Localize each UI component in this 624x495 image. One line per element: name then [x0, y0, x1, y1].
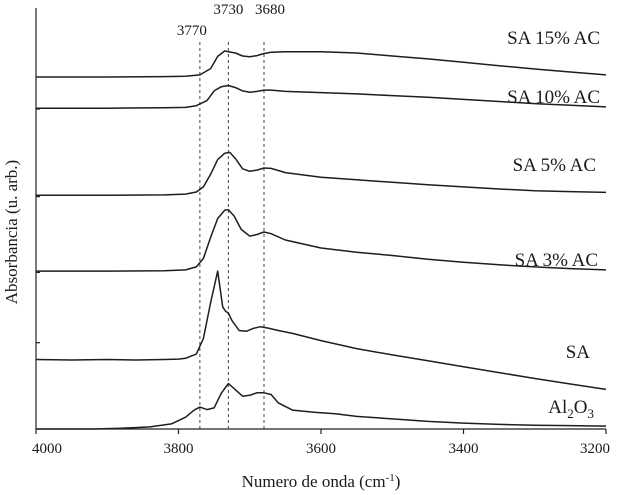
reference-lines: 3770 3730 3680 [177, 2, 285, 429]
spectrum-line [36, 208, 607, 272]
x-tick-label: 3600 [306, 441, 336, 457]
x-axis-title-superscript: -1 [386, 472, 395, 484]
series-label: SA 3% AC [515, 250, 598, 271]
x-tick-label: 4000 [32, 441, 62, 457]
series-label-part: O [574, 397, 588, 418]
reference-line-label: 3770 [177, 23, 207, 39]
axes [35, 8, 606, 430]
x-tick-label: 3800 [164, 441, 194, 457]
x-tick-label: 3200 [580, 441, 610, 457]
x-axis-ticks: 4000 3800 3600 3400 3200 [32, 429, 610, 457]
series-label: SA 5% AC [513, 155, 596, 176]
x-axis-title: Numero de onda (cm-1) [242, 472, 401, 491]
series-label: SA 10% AC [507, 87, 600, 108]
series-label: Al2O3 [548, 397, 594, 421]
reference-line-label: 3680 [255, 2, 285, 18]
x-tick-label: 3400 [449, 441, 479, 457]
y-axis-title: Absorbancia (u. arb.) [2, 160, 21, 304]
series-label: SA [566, 342, 591, 363]
spectrum-line [35, 270, 607, 391]
spectrum-line [36, 382, 607, 430]
spectrum-line [36, 50, 607, 78]
series-label: SA 15% AC [507, 28, 600, 49]
series-labels: SA 15% AC SA 10% AC SA 5% AC SA 3% AC SA Al2O… [507, 28, 600, 421]
spectra-series [35, 50, 607, 430]
spectrum-line [36, 151, 607, 197]
series-label-subscript: 3 [588, 406, 595, 421]
y-axis-ticks [36, 108, 40, 344]
x-axis-title-main: Numero de onda (cm [242, 472, 386, 491]
reference-line-label: 3730 [213, 2, 243, 18]
spectrum-line [36, 84, 607, 109]
series-label-subscript: 2 [567, 406, 574, 421]
series-label-part: Al [548, 397, 567, 418]
x-axis-title-close: ) [395, 472, 401, 491]
